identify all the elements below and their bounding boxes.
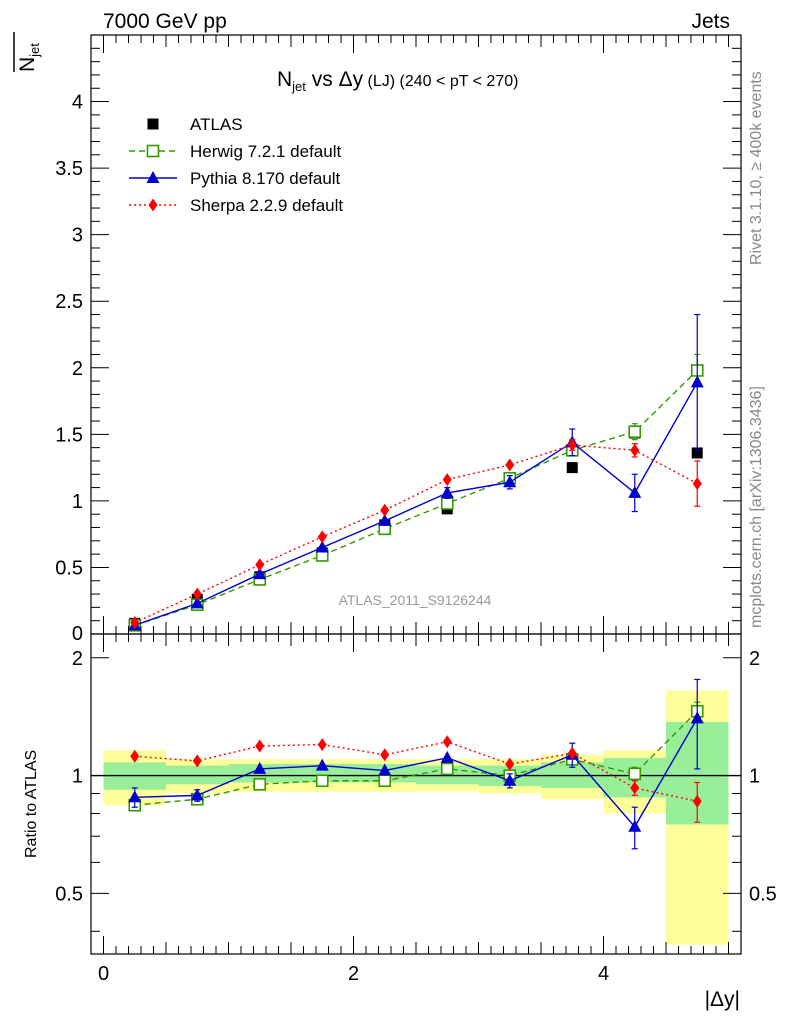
legend-herwig-marker <box>146 144 160 158</box>
y-axis-label-main: N <box>16 57 39 72</box>
main-pythia-point <box>315 540 329 553</box>
main-panel-frame <box>90 34 742 635</box>
ratio-y-tick-label: 1 <box>72 766 83 788</box>
y-tick-label: 1 <box>72 491 83 513</box>
svg-text:Njet: Njet <box>16 43 42 72</box>
analysis-watermark: ATLAS_2011_S9126244 <box>339 592 492 608</box>
stat-uncertainty-band <box>291 764 354 783</box>
legend-pythia-marker <box>146 171 160 183</box>
ratio-pythia-point <box>253 761 267 774</box>
legend-herwig-label: Herwig 7.2.1 default <box>190 142 341 161</box>
main-pythia-point <box>690 375 704 388</box>
ratio-sherpa-point <box>442 735 452 749</box>
chart-title: Njet vs Δy (LJ) (240 < pT < 270) <box>277 68 518 94</box>
main-sherpa-point <box>505 458 515 472</box>
main-pythia-point <box>253 567 267 580</box>
main-herwig-point <box>440 497 454 510</box>
x-tick-label: 0 <box>98 963 109 985</box>
main-pythia-point <box>440 485 454 498</box>
ratio-sherpa-point <box>692 794 702 808</box>
main-sherpa-point <box>442 473 452 487</box>
header-left-label: 7000 GeV pp <box>103 10 227 33</box>
ratio-herwig-point <box>378 774 392 788</box>
main-pythia-line <box>134 382 698 627</box>
main-herwig-point <box>628 425 642 438</box>
y-tick-label: 3.5 <box>55 158 83 180</box>
ratio-pythia-point <box>628 819 642 832</box>
ratio-y-axis-label: Ratio to ATLAS <box>23 750 40 858</box>
ratio-sherpa-point <box>630 781 640 795</box>
y-tick-label: 0 <box>72 623 83 645</box>
chart-title-sub: jet <box>291 79 306 94</box>
main-pythia-point <box>503 475 517 488</box>
main-sherpa-point <box>192 587 202 601</box>
ratio-sherpa-point <box>380 748 390 762</box>
ratio-pythia-point <box>690 711 704 724</box>
ratio-sherpa-point <box>255 739 265 753</box>
main-sherpa-point <box>567 438 577 452</box>
main-pythia-point <box>628 485 642 498</box>
ratio-sherpa-point <box>130 749 140 763</box>
ratio-y-tick-label: 2 <box>72 648 83 670</box>
ratio-sherpa-point <box>505 757 515 771</box>
ratio-herwig-point <box>628 767 642 781</box>
chart-title-rest: vs Δy <box>306 68 364 91</box>
ratio-y-tick-label: 0.5 <box>55 883 83 905</box>
chart-title-small: (LJ) (240 < pT < 270) <box>363 73 518 90</box>
legend-sherpa-marker <box>148 198 158 212</box>
main-pythia-point <box>190 596 204 609</box>
ratio-y-tick-label: 1 <box>749 766 760 788</box>
ratio-panel: 0 2 4 0.5 0.5 1 1 2 2 <box>55 633 777 985</box>
x-tick-label: 2 <box>348 963 359 985</box>
main-sherpa-point <box>630 443 640 457</box>
main-sherpa-point <box>130 616 140 630</box>
y-axis-label-sub: jet <box>27 43 42 58</box>
ratio-y-tick-label: 2 <box>749 648 760 670</box>
main-sherpa-point <box>255 558 265 572</box>
y-tick-label: 1.5 <box>55 424 83 446</box>
header-right-label: Jets <box>691 10 730 33</box>
chart-title-main: N <box>277 68 292 91</box>
main-herwig-line <box>134 369 698 627</box>
ratio-sherpa-point <box>317 738 327 752</box>
ratio-sherpa-point <box>192 754 202 768</box>
ratio-y-tick-label: 0.5 <box>749 883 777 905</box>
main-sherpa-point <box>380 503 390 517</box>
main-sherpa-point <box>692 477 702 491</box>
ratio-pythia-point <box>378 763 392 776</box>
legend: ATLAS Herwig 7.2.1 default Pythia 8.170 de… <box>129 115 343 215</box>
legend-sherpa-label: Sherpa 2.2.9 default <box>190 196 343 215</box>
ratio-herwig-point <box>440 762 454 776</box>
y-tick-label: 2 <box>72 358 83 380</box>
legend-atlas-marker <box>147 118 159 130</box>
ratio-herwig-point <box>315 774 329 788</box>
legend-atlas-label: ATLAS <box>190 115 243 134</box>
y-tick-label: 2.5 <box>55 291 83 313</box>
ratio-sherpa-point <box>567 746 577 760</box>
legend-pythia-label: Pythia 8.170 default <box>190 169 341 188</box>
y-tick-label: 0.5 <box>55 557 83 579</box>
ratio-pythia-point <box>315 758 329 771</box>
ratio-pythia-line <box>134 718 698 828</box>
main-atlas-point <box>691 447 703 459</box>
ratio-pythia-point <box>503 773 517 786</box>
y-tick-label: 4 <box>72 92 83 114</box>
ratio-pythia-point <box>440 750 454 763</box>
y-tick-label: 3 <box>72 225 83 247</box>
rivet-version-label: Rivet 3.1.10, ≥ 400k events <box>748 71 765 265</box>
ratio-pythia-point <box>128 790 142 803</box>
main-sherpa-point <box>317 530 327 544</box>
x-tick-label: 4 <box>598 963 609 985</box>
ratio-herwig-line <box>134 710 698 806</box>
main-atlas-point <box>566 462 578 474</box>
x-axis-label: |Δy| <box>705 988 740 1011</box>
mcplots-label: mcplots.cern.ch [arXiv:1306.3436] <box>748 386 765 628</box>
ratio-pythia-point <box>190 788 204 801</box>
y-axis-label: Njet <box>16 43 42 72</box>
ratio-herwig-point <box>253 777 267 791</box>
main-pythia-point <box>378 513 392 526</box>
